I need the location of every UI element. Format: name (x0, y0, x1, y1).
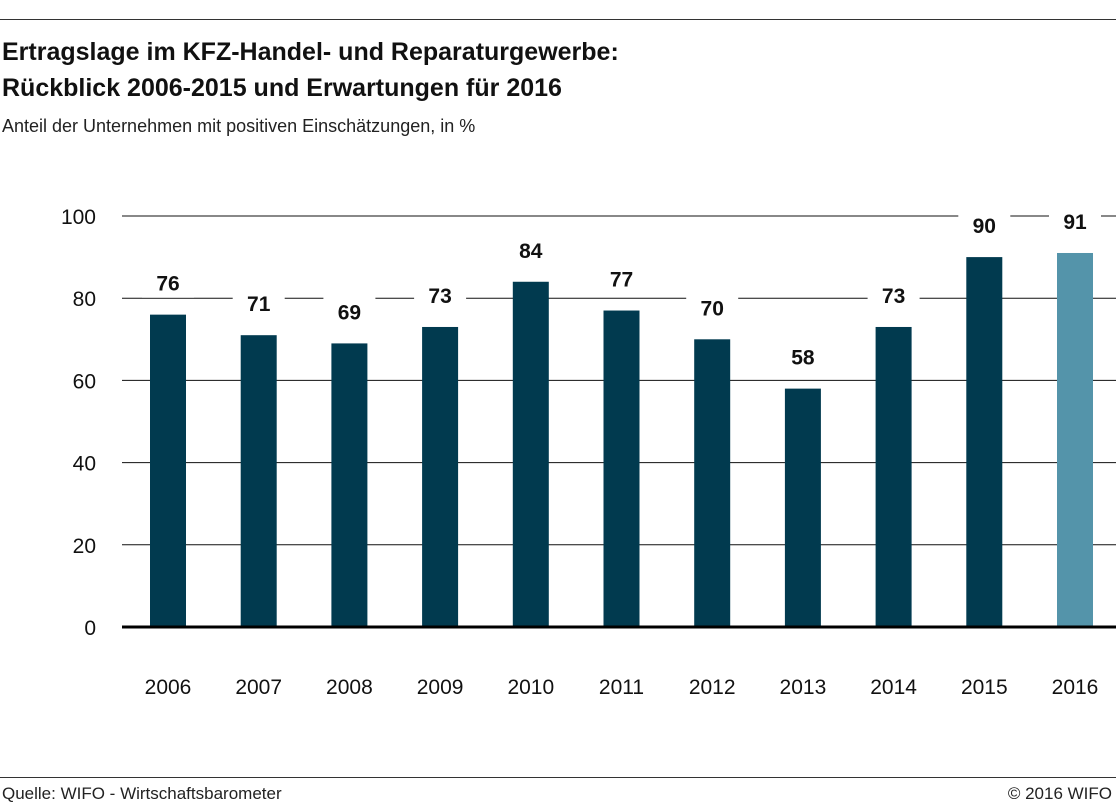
bottom-rule (0, 777, 1116, 778)
x-tick-label-2011: 2011 (599, 676, 644, 699)
data-label-2006: 76 (156, 273, 179, 296)
chart-subtitle: Anteil der Unternehmen mit positiven Ein… (2, 116, 476, 136)
source-note: Quelle: WIFO - Wirtschaftsbarometer (2, 784, 282, 803)
chart-title-line-2: Rückblick 2006-2015 und Erwartungen für … (2, 74, 562, 102)
data-label-2015: 90 (973, 215, 996, 238)
data-label-2009: 73 (428, 285, 451, 308)
bar-2009 (422, 326, 459, 627)
bar-2008 (331, 343, 368, 627)
bar-2010 (512, 281, 549, 627)
data-label-bg-2012 (686, 292, 739, 323)
y-tick-label-0: 0 (84, 617, 96, 640)
bar-2016 (1057, 252, 1093, 628)
data-label-bg-2013 (776, 341, 829, 372)
data-label-2014: 73 (882, 285, 905, 308)
data-label-bg-2007 (232, 288, 285, 319)
x-tick-label-2015: 2015 (961, 676, 1008, 699)
chart-title-line-1: Ertragslage im KFZ-Handel- und Reparatur… (2, 38, 619, 66)
x-tick-label-2013: 2013 (780, 676, 827, 699)
data-label-bg-2010 (504, 234, 557, 265)
x-tick-label-2014: 2014 (870, 676, 917, 699)
data-label-bg-2015 (958, 210, 1011, 241)
bar-2012 (694, 339, 731, 627)
x-tick-label-2006: 2006 (145, 676, 192, 699)
data-label-bg-2014 (867, 279, 920, 310)
bar-2014 (875, 326, 912, 627)
x-tick-label-2012: 2012 (689, 676, 736, 699)
y-tick-label-40: 40 (73, 453, 96, 476)
bar-2015 (966, 257, 1003, 627)
data-label-2016: 91 (1063, 211, 1087, 234)
bar-2011 (603, 310, 640, 627)
y-tick-label-20: 20 (73, 535, 96, 558)
x-tick-label-2010: 2010 (507, 676, 554, 699)
copyright-note: © 2016 WIFO (1007, 784, 1112, 803)
data-label-2010: 84 (519, 240, 543, 263)
y-tick-label-80: 80 (73, 288, 96, 311)
bar-chart: 0 20 40 60 80 100 76 2006 71 2007 69 2008 73 2009 84 20… (61, 205, 1116, 699)
y-tick-label-100: 100 (61, 206, 96, 229)
data-label-2013: 58 (791, 347, 815, 370)
top-rule (0, 19, 1116, 20)
data-label-2011: 77 (610, 269, 633, 292)
bar-2006 (150, 314, 186, 627)
x-tick-label-2008: 2008 (326, 676, 373, 699)
y-tick-label-60: 60 (73, 370, 96, 393)
x-tick-label-2009: 2009 (417, 676, 464, 699)
data-label-bg-2008 (323, 296, 376, 327)
data-label-2008: 69 (338, 301, 361, 324)
chart-title: Ertragslage im KFZ-Handel- und Reparatur… (2, 34, 619, 106)
data-label-2007: 71 (247, 293, 271, 316)
x-tick-label-2007: 2007 (235, 676, 282, 699)
data-label-bg-2011 (595, 263, 648, 294)
bar-2013 (784, 388, 821, 627)
data-label-bg-2016 (1049, 205, 1101, 236)
x-tick-label-2016: 2016 (1052, 676, 1099, 699)
data-label-2012: 70 (701, 297, 724, 320)
data-label-bg-2006 (142, 267, 194, 298)
bar-2007 (240, 335, 277, 627)
data-label-bg-2009 (414, 279, 467, 310)
